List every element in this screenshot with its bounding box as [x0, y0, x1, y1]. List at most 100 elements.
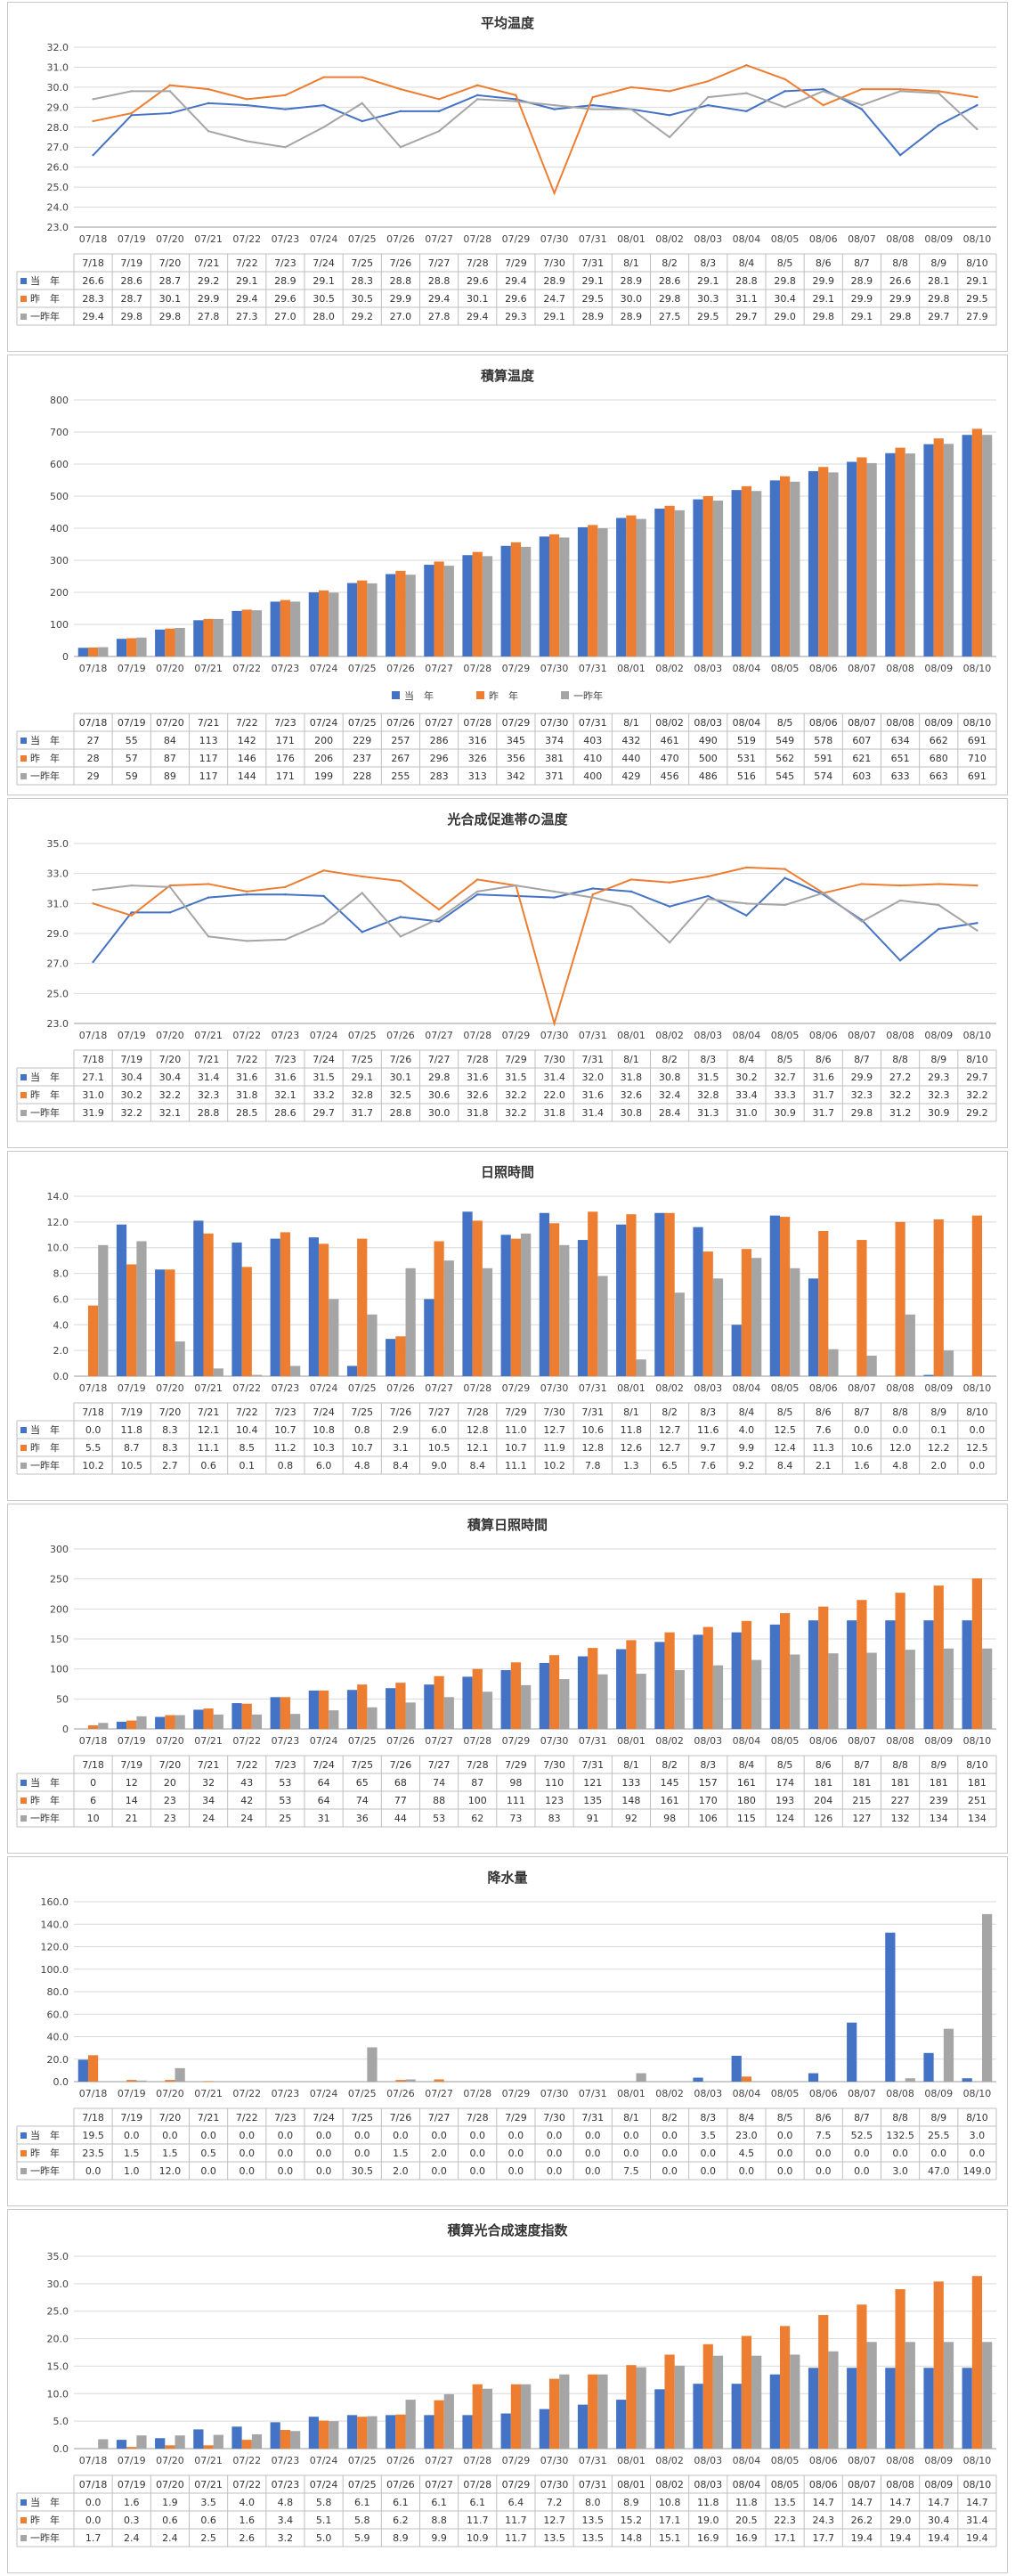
x-tick-label: 07/30	[540, 663, 569, 674]
table-cell: 229	[353, 735, 371, 746]
x-tick-label: 07/24	[310, 1030, 338, 1041]
table-cell: 1.7	[85, 2532, 102, 2544]
x-tick-label: 08/04	[733, 663, 761, 674]
table-cell: 32.7	[774, 1072, 796, 1083]
bar-current	[577, 526, 589, 656]
data-point	[92, 98, 94, 101]
table-cell: 6.1	[354, 2497, 370, 2508]
table-cell: 16.9	[697, 2532, 719, 2544]
table-cell: 3.5	[701, 2130, 717, 2141]
x-tick-label: 08/01	[617, 233, 646, 245]
table-cell: 3.0	[892, 2165, 908, 2177]
bar-current	[346, 2415, 358, 2449]
y-tick-label: 500	[50, 491, 69, 502]
x-tick-label: 07/31	[579, 2455, 607, 2466]
x-tick-label: 08/09	[924, 233, 953, 245]
data-point	[707, 79, 710, 83]
bar-prior	[367, 583, 378, 656]
table-cell: 12.8	[582, 1442, 605, 1454]
table-cell: 10.5	[121, 1460, 143, 1471]
bar-current	[155, 1269, 166, 1376]
table-cell: 0.0	[124, 2130, 140, 2141]
bar-current	[193, 1220, 204, 1376]
data-point	[437, 130, 441, 133]
table-cell: 30.5	[352, 293, 374, 305]
table-header-cell: 08/08	[886, 717, 914, 729]
table-cell: 2.4	[124, 2532, 140, 2544]
table-header-cell: 7/31	[581, 1759, 604, 1771]
bar-current	[731, 2384, 742, 2449]
data-point	[553, 108, 556, 110]
table-header-cell: 07/20	[156, 717, 184, 729]
table-cell: 11.8	[735, 2497, 758, 2508]
table-cell: 31.7	[352, 1107, 374, 1119]
table-cell: 31.5	[505, 1072, 527, 1083]
bar-last	[818, 1230, 829, 1376]
table-cell: 14.7	[813, 2497, 835, 2508]
x-tick-label: 08/06	[809, 233, 838, 245]
table-cell: 110	[545, 1777, 564, 1789]
table-cell: 31.4	[543, 1072, 565, 1083]
table-cell: 11.7	[505, 2515, 527, 2526]
bar-prior	[790, 2354, 800, 2449]
bar-last	[933, 2281, 944, 2449]
data-point	[745, 64, 748, 67]
data-point	[322, 126, 325, 128]
table-header-cell: 08/07	[848, 2479, 876, 2490]
table-header-cell: 8/7	[854, 1759, 870, 1771]
table-header-cell: 8/9	[930, 1406, 946, 1418]
y-tick-label: 60.0	[47, 2009, 69, 2020]
x-tick-label: 07/21	[194, 663, 223, 674]
table-cell: 27.5	[659, 311, 681, 322]
table-cell: 403	[583, 735, 602, 746]
table-cell: 10.3	[313, 1442, 335, 1454]
bar-last	[702, 496, 713, 656]
table-header-cell: 7/30	[543, 257, 565, 269]
bar-current	[270, 1697, 280, 1729]
table-header-cell: 8/4	[739, 257, 755, 269]
table-cell: 0.0	[854, 2165, 870, 2177]
bar-prior	[559, 1244, 570, 1376]
table-row-swatch	[20, 1445, 27, 1451]
table-header-cell: 7/25	[351, 1054, 373, 1065]
table-header-cell: 7/26	[390, 1054, 412, 1065]
table-cell: 28.8	[390, 1107, 412, 1119]
table-cell: 0.0	[777, 2148, 793, 2159]
table-cell: 23.0	[735, 2130, 758, 2141]
table-header-cell: 7/27	[428, 2112, 451, 2124]
table-cell: 1.0	[124, 2165, 140, 2177]
table-cell: 28.6	[659, 275, 681, 287]
table-header-cell: 07/20	[156, 2479, 184, 2490]
data-point	[784, 90, 786, 93]
table-cell: 2.4	[162, 2532, 178, 2544]
table-cell: 10.8	[659, 2497, 681, 2508]
bar-current	[539, 1212, 549, 1376]
table-cell: 31.1	[735, 293, 758, 305]
table-cell: 29.1	[582, 275, 605, 287]
x-tick-label: 07/23	[272, 233, 300, 245]
table-cell: 651	[891, 753, 910, 764]
chart-title: 平均温度	[481, 15, 535, 31]
table-header-cell: 08/04	[733, 717, 761, 729]
bar-current	[654, 509, 665, 656]
table-cell: 9.0	[431, 1460, 447, 1471]
x-tick-label: 07/27	[425, 1030, 453, 1041]
table-cell: 29.6	[467, 275, 489, 287]
y-tick-label: 200	[50, 587, 69, 599]
chart-title: 積算温度	[480, 368, 535, 384]
table-cell: 29.2	[198, 275, 220, 287]
table-cell: 6	[90, 1795, 96, 1806]
table-cell: 32.2	[159, 1089, 182, 1101]
table-cell: 8.7	[124, 1442, 140, 1454]
y-tick-label: 150	[50, 1634, 69, 1645]
table-cell: 461	[661, 735, 679, 746]
bar-prior	[828, 472, 839, 656]
x-tick-label: 08/01	[617, 2455, 646, 2466]
y-tick-label: 0.0	[53, 2443, 69, 2455]
table-header-cell: 07/21	[194, 2479, 223, 2490]
bar-prior	[597, 2374, 608, 2449]
y-tick-label: 140.0	[41, 1919, 69, 1930]
table-cell: 0.0	[547, 2148, 563, 2159]
data-point	[707, 95, 710, 99]
table-cell: 29.8	[774, 275, 796, 287]
